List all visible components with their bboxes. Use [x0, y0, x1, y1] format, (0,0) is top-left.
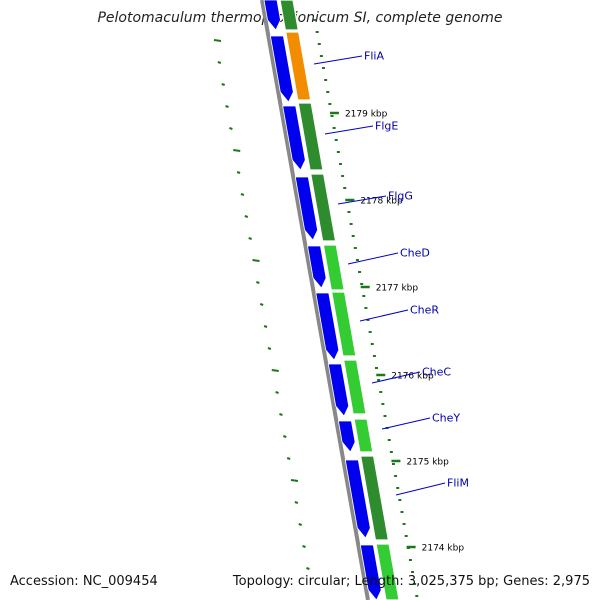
gc-mark: [275, 391, 279, 394]
gc-content-track: [213, 39, 310, 570]
gene-block: [279, 0, 300, 31]
gc-mark: [302, 545, 306, 548]
gc-mark: [298, 523, 303, 526]
tick-label: 2175 kbp: [406, 458, 449, 468]
cds-arrow: [337, 420, 356, 453]
leader-line: [395, 482, 446, 496]
tick-label: 2178 kbp: [360, 197, 403, 207]
gene-block: [322, 244, 345, 291]
gene-block: [330, 291, 357, 357]
gene-label[interactable]: CheD: [400, 247, 430, 260]
tick-track: 2179 kbp 2178 kbp 2177 kbp 2176 kbp 2175 kbp…: [313, 19, 465, 597]
accession-text: Accession: NC_009454: [10, 574, 158, 589]
gc-mark: [294, 501, 299, 504]
cds-arrow: [327, 363, 350, 417]
cds-arrow: [315, 292, 340, 361]
gene-block: [342, 359, 367, 415]
gc-mark: [221, 83, 226, 86]
cds-arrow: [307, 245, 327, 289]
gc-mark: [286, 457, 291, 460]
gene-block: [309, 173, 337, 242]
gene-block: [284, 31, 312, 101]
gene-label[interactable]: CheR: [410, 304, 439, 317]
tick-label: 2176 kbp: [391, 372, 434, 382]
gene-block: [375, 543, 400, 600]
gc-mark: [279, 413, 283, 416]
gc-mark: [244, 215, 249, 218]
leader-line: [313, 55, 363, 65]
gc-mark: [229, 127, 233, 130]
leader-line: [337, 195, 387, 205]
gc-mark: [236, 171, 241, 174]
gc-mark: [282, 435, 287, 438]
leader-line: [381, 417, 431, 430]
gc-mark: [240, 193, 245, 196]
cds-arrow: [263, 0, 281, 31]
cds-arrow: [282, 105, 306, 171]
map-title: Pelotomaculum thermopropionicum SI, comp…: [97, 10, 503, 26]
tick-label: 2174 kbp: [422, 544, 465, 554]
gc-mark: [213, 39, 222, 42]
gene-label[interactable]: CheC: [422, 366, 451, 379]
gc-mark: [271, 369, 279, 372]
gene-label[interactable]: FliM: [447, 477, 469, 490]
gene-label[interactable]: CheY: [432, 412, 460, 425]
gc-mark: [267, 347, 272, 350]
tick-label: 2177 kbp: [376, 284, 419, 294]
leader-line: [371, 371, 421, 384]
leader-line: [347, 252, 399, 265]
backbone-line: [260, 0, 370, 600]
gene-label-track: FliA FlgE FlgG CheD CheR CheC CheY FliM: [313, 50, 469, 496]
cds-arrow: [344, 459, 371, 539]
cds-arrow: [359, 544, 382, 600]
gene-block: [353, 418, 374, 453]
gene-track: [279, 0, 400, 600]
genome-summary-text: Topology: circular; Length: 3,025,375 bp…: [232, 574, 590, 589]
gc-mark: [233, 149, 241, 152]
gc-mark: [248, 237, 252, 240]
gene-label[interactable]: FlgE: [375, 120, 398, 133]
gc-mark: [259, 303, 264, 306]
gc-mark: [252, 259, 260, 262]
gene-label[interactable]: FliA: [364, 50, 384, 63]
cds-arrow: [294, 176, 319, 241]
leader-line: [324, 125, 374, 135]
gc-mark: [225, 105, 229, 108]
gene-block: [297, 102, 324, 171]
leader-line: [359, 309, 409, 322]
backbone-track: [260, 0, 370, 600]
cds-arrow: [269, 35, 294, 103]
gc-mark: [306, 567, 310, 570]
gene-label[interactable]: FlgG: [388, 190, 413, 203]
gc-mark: [217, 61, 222, 64]
gene-block: [359, 455, 390, 541]
tick-label: 2179 kbp: [345, 110, 388, 120]
cds-track: [263, 0, 382, 600]
gc-mark: [290, 479, 299, 482]
gc-mark: [256, 281, 260, 284]
gc-mark: [263, 325, 268, 328]
